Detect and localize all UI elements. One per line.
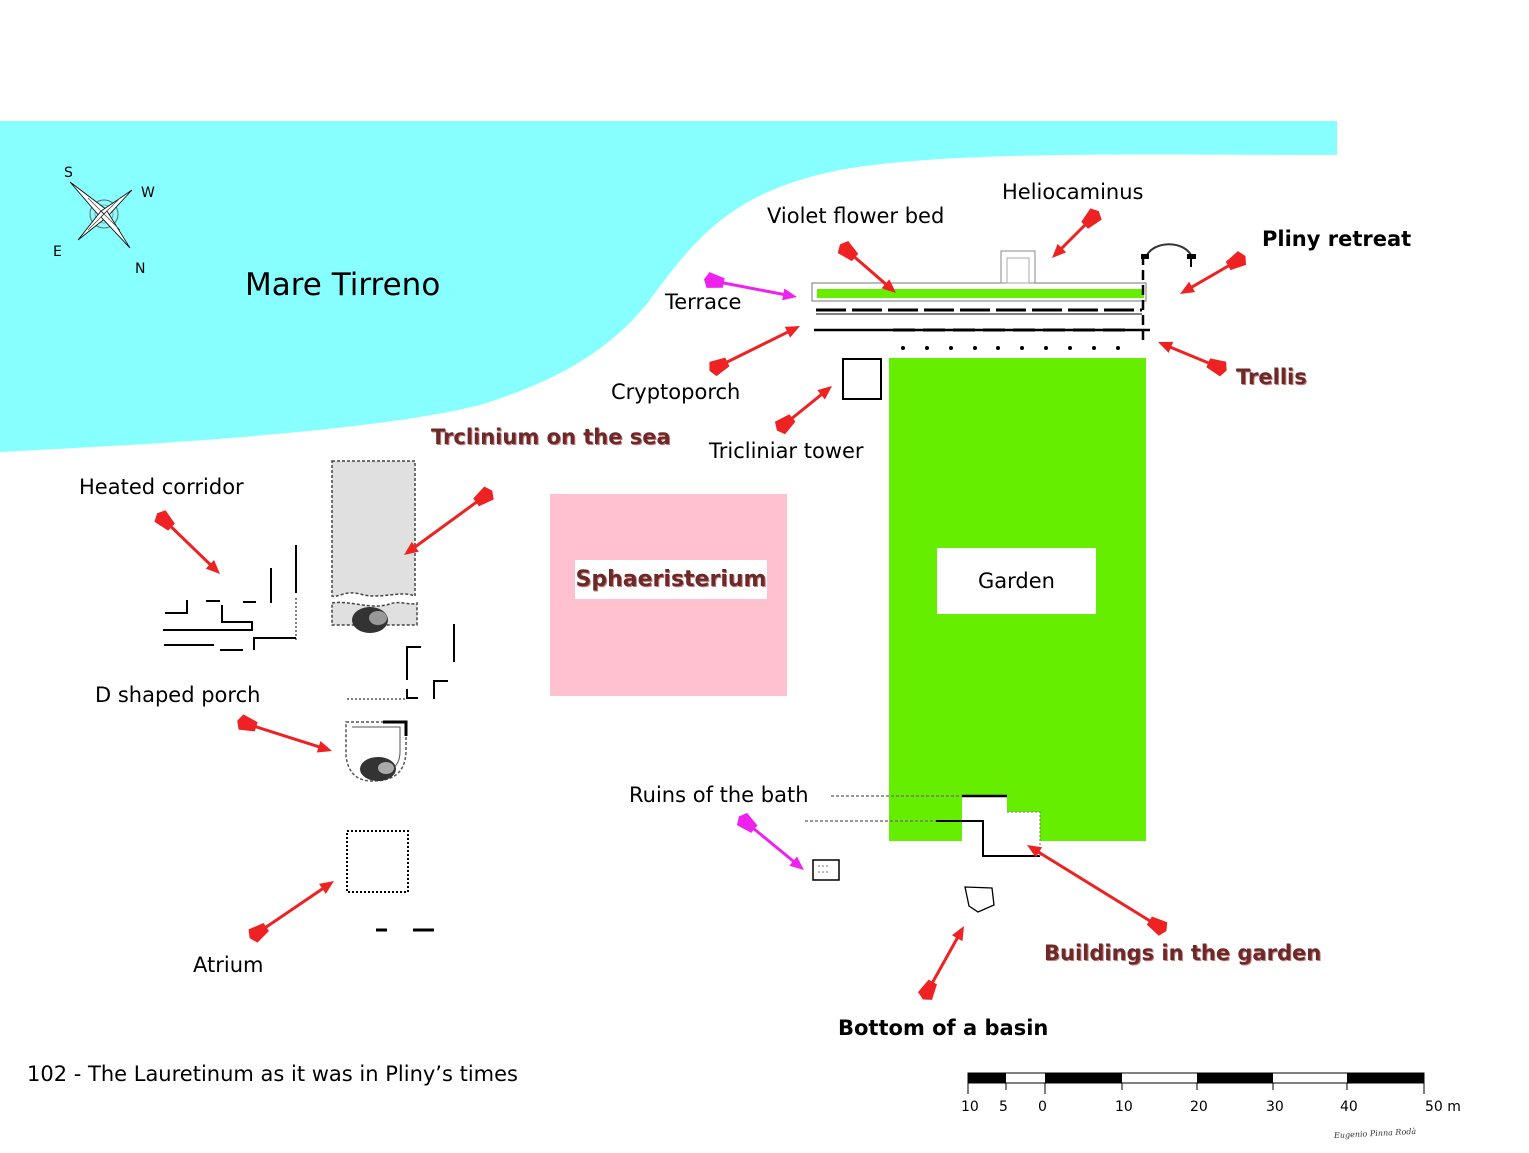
arrow-buildings-in-garden — [1027, 845, 1168, 936]
scale-bar — [967, 1072, 1425, 1094]
compass-east: E — [53, 244, 62, 260]
bath-structures — [805, 794, 1041, 881]
scale-tick-label: 0 — [1038, 1099, 1047, 1115]
arrows — [154, 208, 1247, 1000]
scale-tick-label: 10 — [1115, 1099, 1133, 1115]
garden-label-box: Garden — [937, 548, 1096, 614]
arrow-heliocaminus — [1052, 208, 1102, 258]
arrow-ruins-of-bath — [736, 812, 804, 870]
label-violet-flower-bed: Violet flower bed — [767, 204, 945, 228]
basin-outline — [964, 886, 995, 913]
arrow-terrace — [704, 272, 797, 301]
sea-area — [0, 121, 1337, 452]
arrow-bottom-of-basin — [918, 926, 964, 1000]
label-d-shaped-porch: D shaped porch — [95, 683, 261, 707]
scale-tick-label: 50 m — [1425, 1099, 1461, 1115]
triclinium-on-sea — [331, 460, 418, 633]
scale-tick-label: 5 — [999, 1099, 1008, 1115]
label-pliny-retreat: Pliny retreat — [1262, 227, 1412, 251]
sphaeristerium-label-box: Sphaeristerium — [575, 560, 767, 599]
arrow-tricliniar-tower — [774, 386, 832, 435]
label-buildings-in-garden: Buildings in the garden — [1044, 941, 1322, 965]
tricliniar-tower — [842, 358, 882, 400]
arrow-trellis — [1158, 341, 1227, 377]
label-terrace: Terrace — [665, 290, 742, 314]
atrium-building — [346, 830, 409, 893]
label-ruins-of-bath: Ruins of the bath — [629, 783, 809, 807]
label-heated-corridor: Heated corridor — [79, 475, 244, 499]
compass-west: W — [141, 185, 155, 201]
label-garden: Garden — [978, 568, 1055, 593]
compass-south: S — [64, 165, 73, 181]
label-trellis: Trellis — [1236, 365, 1307, 389]
scale-tick-label: 20 — [1190, 1099, 1208, 1115]
middle-walls — [347, 624, 455, 700]
compass-rose-icon — [69, 181, 133, 249]
scale-tick-label: 30 — [1266, 1099, 1284, 1115]
heated-corridor-walls — [163, 545, 297, 651]
label-bottom-of-basin: Bottom of a basin — [838, 1016, 1049, 1040]
arrow-cryptoporch — [709, 326, 800, 377]
label-tricliniar-tower: Tricliniar tower — [709, 439, 864, 463]
arrow-atrium — [248, 881, 334, 943]
arrow-triclinium-on-sea — [404, 486, 494, 555]
label-triclinium-on-sea: Trclinium on the sea — [431, 425, 671, 449]
arrow-violet-flower-bed — [837, 240, 896, 293]
label-atrium: Atrium — [193, 953, 264, 977]
arrow-pliny-retreat — [1180, 251, 1247, 294]
trellis-dots — [901, 346, 1120, 350]
figure-caption: 102 - The Lauretinum as it was in Pliny’… — [27, 1062, 518, 1086]
compass-north: N — [135, 261, 146, 277]
scale-tick-label: 10 — [961, 1099, 979, 1115]
scale-tick-label: 40 — [1340, 1099, 1358, 1115]
d-shaped-porch — [345, 720, 408, 782]
arrow-d-shaped-porch — [237, 714, 332, 753]
label-cryptoporch: Cryptoporch — [611, 380, 741, 404]
terrace-building — [811, 243, 1196, 345]
label-sphaeristerium: Sphaeristerium — [575, 566, 767, 592]
arrow-heated-corridor — [154, 510, 220, 574]
label-heliocaminus: Heliocaminus — [1002, 180, 1144, 204]
sea-name: Mare Tirreno — [245, 267, 441, 303]
